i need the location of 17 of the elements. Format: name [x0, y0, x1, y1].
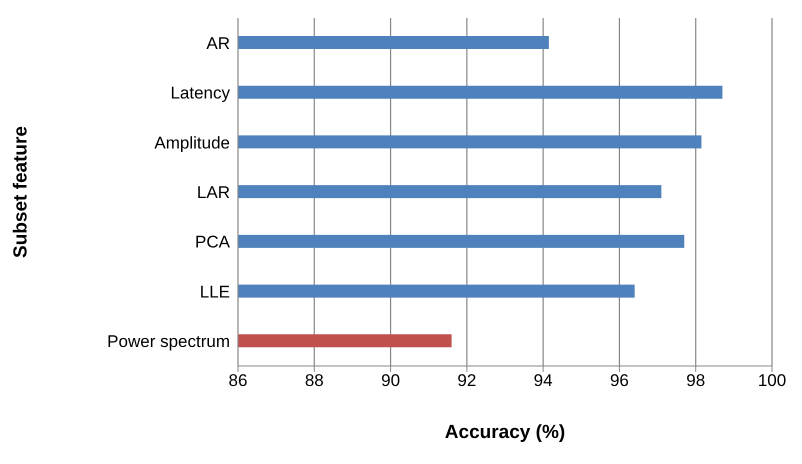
- y-tick-label: LAR: [196, 183, 230, 202]
- y-tick-label: Amplitude: [154, 133, 230, 152]
- x-tick-label: 90: [381, 371, 400, 390]
- x-tick-label: 100: [758, 371, 786, 390]
- y-tick-label: LLE: [200, 282, 230, 302]
- x-axis-title: Accuracy (%): [444, 422, 566, 443]
- x-tick-label: 96: [610, 371, 629, 390]
- y-tick-label: Power spectrum: [107, 332, 230, 352]
- x-tick-label: 98: [686, 371, 706, 390]
- y-tick-label: PCA: [195, 232, 231, 252]
- y-axis-title: Subset feature: [10, 126, 32, 258]
- x-tick-label: 86: [228, 371, 248, 390]
- y-tick-label: AR: [206, 34, 230, 53]
- x-tick-label: 94: [534, 371, 553, 390]
- x-tick-label: 88: [304, 371, 324, 390]
- y-tick-label: Latency: [170, 84, 230, 103]
- x-tick-label: 92: [457, 371, 476, 390]
